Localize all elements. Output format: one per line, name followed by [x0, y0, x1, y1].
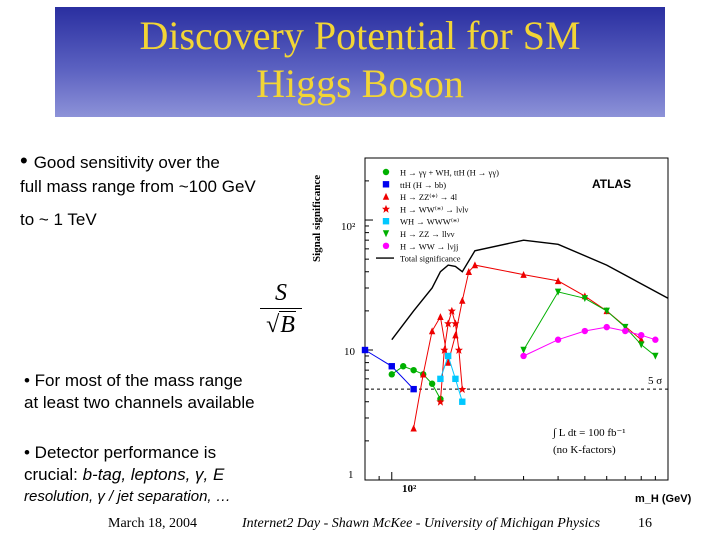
series-0-point	[428, 380, 436, 387]
legend-marker-1	[382, 181, 390, 188]
series-5-point	[603, 307, 610, 315]
series-2-point	[520, 270, 527, 278]
series-4-point	[437, 375, 444, 383]
y-tick-label-1: 1	[348, 469, 354, 481]
plot-frame	[364, 157, 669, 481]
legend-marker-4	[382, 218, 390, 225]
series-6-point	[652, 336, 659, 343]
series-6-line	[523, 326, 656, 357]
series-2-point	[638, 336, 645, 343]
bullet-3-line-3: resolution, γ / jet separation, …	[24, 488, 231, 505]
title-line-2: Higgs Boson	[256, 61, 464, 106]
y-tick-label-10: 10	[344, 346, 356, 358]
series-3-point	[451, 319, 460, 328]
series-2-point	[444, 358, 452, 366]
significance-formula: S √B	[258, 280, 304, 339]
legend-marker-2	[382, 192, 390, 200]
series-2-point	[554, 277, 562, 285]
k-factor-label: (no K-factors)	[553, 444, 616, 456]
series-2-point	[428, 327, 436, 335]
series-2-point	[471, 261, 479, 269]
series-3-point	[444, 319, 453, 328]
data-layer	[361, 239, 669, 432]
legend-label-3: H → WW⁽*⁾ → lνlν	[400, 204, 469, 214]
series-4-line	[439, 354, 463, 402]
legend-label-1: ttH (H → bb)	[400, 180, 446, 190]
series-0-point	[388, 371, 395, 378]
series-3-point	[436, 397, 445, 406]
series-5-point	[554, 288, 562, 296]
y-tick-label-100: 10²	[341, 221, 356, 233]
chart-legend: H → γγ + WH, ttH (H → γγ) ttH (H → bb) H →…	[376, 168, 499, 264]
bullet-1-line-1: • Good sensitivity over the	[20, 148, 220, 173]
legend-marker-6	[382, 242, 390, 249]
bullet-3-line-1: • Detector performance is	[24, 443, 217, 462]
formula-fraction-bar	[260, 308, 302, 309]
legend-label-5: H → ZZ → llνν	[400, 229, 455, 239]
bullet-2: • For most of the mass range at least tw…	[24, 371, 255, 412]
series-0-point	[400, 363, 407, 370]
legend-label-0: H → γγ + WH, ttH (H → γγ)	[400, 168, 499, 178]
series-3-point	[454, 346, 463, 355]
series-1-point	[388, 363, 395, 370]
legend-marker-5	[382, 230, 390, 238]
slide-title: Discovery Potential for SM Higgs Boson	[55, 12, 665, 108]
series-4-point	[452, 375, 459, 383]
formula-numerator: S	[275, 280, 287, 306]
threshold-label: 5 σ	[648, 375, 662, 387]
x-tick-label-100: 10²	[402, 483, 417, 495]
legend-marker-3	[382, 204, 390, 213]
axis-ticks	[364, 157, 669, 481]
series-2-line	[413, 264, 642, 429]
series-5-point	[581, 295, 589, 302]
series-6-point	[520, 352, 527, 360]
experiment-label: ATLAS	[592, 177, 631, 191]
legend-marker-0	[382, 168, 390, 176]
series-1-point	[361, 346, 369, 354]
series-2-point	[420, 370, 427, 378]
legend-label-7: Total significance	[400, 254, 461, 264]
series-0-point	[410, 366, 417, 374]
footer-event: Internet2 Day - Shawn McKee - University…	[242, 516, 601, 531]
series-3-point	[458, 385, 467, 394]
formula-radical: √	[266, 312, 280, 338]
series-6-point	[554, 336, 562, 343]
legend-label-4: WH → WWW⁽*⁾	[400, 217, 459, 227]
y-axis-label: Signal significance	[311, 175, 323, 262]
series-7-line	[391, 239, 669, 341]
series-5-point	[652, 352, 659, 360]
series-4-point	[444, 352, 452, 360]
bullet-dot: •	[20, 148, 28, 173]
title-background	[55, 7, 665, 117]
bullet-1-line-3: to ~ 1 TeV	[20, 210, 97, 229]
lumi-label: ∫ L dt = 100 fb⁻¹	[552, 427, 626, 439]
legend-label-2: H → ZZ⁽*⁾ → 4l	[400, 192, 458, 202]
series-3-point	[440, 346, 449, 355]
series-6-point	[638, 331, 645, 339]
series-6-point	[603, 323, 610, 331]
footer-page-number: 16	[638, 516, 652, 531]
series-3-point	[447, 306, 456, 315]
bullet-3-line-2: crucial: b-tag, leptons, γ, E	[24, 465, 225, 484]
series-2-point	[437, 313, 444, 321]
series-5-point	[622, 323, 629, 331]
series-2-point	[410, 424, 417, 432]
x-axis-label: m_H (GeV)	[635, 493, 692, 505]
series-1-point	[410, 385, 417, 393]
series-4-point	[459, 398, 466, 405]
legend-label-6: H → WW → lνjj	[400, 241, 458, 251]
title-line-1: Discovery Potential for SM	[139, 13, 581, 58]
series-2-point	[465, 268, 472, 275]
series-6-point	[581, 327, 589, 335]
bullet-1-line-2: full mass range from ~100 GeV	[20, 177, 256, 196]
series-1-line	[364, 349, 414, 390]
series-2-point	[459, 296, 466, 304]
series-6-point	[622, 327, 629, 335]
series-5-point	[520, 346, 527, 354]
formula-denominator: √B	[266, 311, 296, 338]
footer-date: March 18, 2004	[108, 516, 198, 531]
series-5-point	[638, 341, 645, 349]
